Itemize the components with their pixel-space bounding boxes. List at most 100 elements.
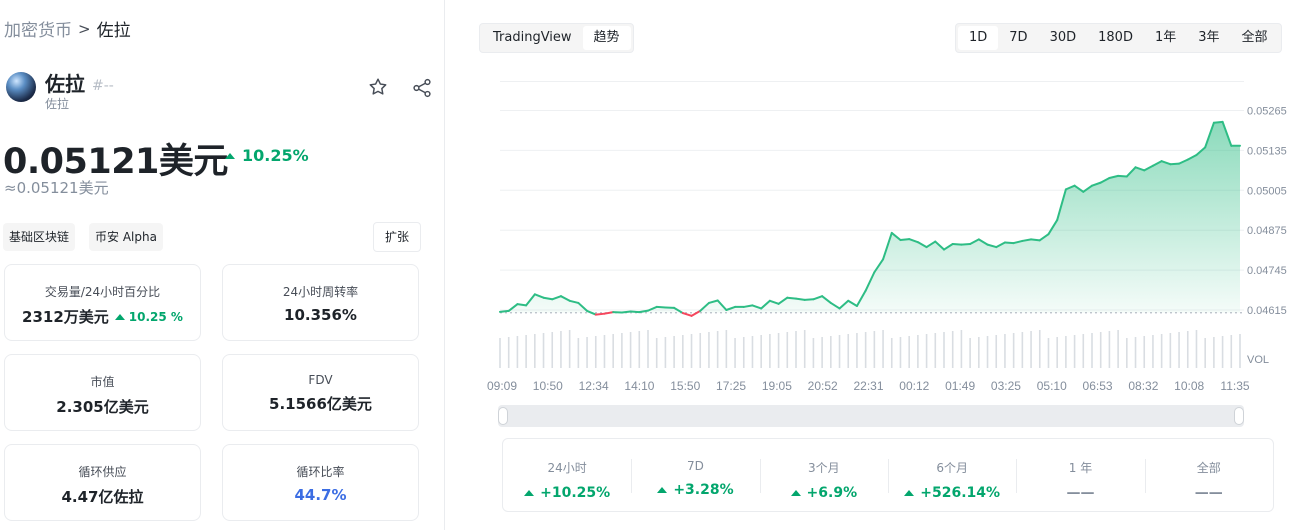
- volume-bar: [1186, 331, 1189, 368]
- volume-bar: [969, 338, 971, 368]
- volume-bar: [751, 336, 754, 368]
- price-line-segment: [1064, 184, 1076, 191]
- price-line-segment: [1125, 166, 1137, 178]
- x-tick-label: 06:53: [1083, 379, 1113, 393]
- volume-bar: [1195, 330, 1198, 368]
- price-change-value: 10.25%: [242, 146, 309, 165]
- volume-bar: [1126, 338, 1128, 368]
- range-1d[interactable]: 1D: [958, 26, 999, 50]
- volume-label: VOL: [1247, 354, 1269, 366]
- volume-bar: [1056, 337, 1058, 368]
- range-7d[interactable]: 7D: [1009, 30, 1028, 45]
- perf-value: +3.28%: [673, 482, 734, 498]
- perf-6m: 6个月 +526.14%: [887, 439, 1016, 511]
- volume-bar: [1030, 331, 1032, 368]
- volume-bar: [1204, 338, 1206, 368]
- stat-value: 4.47亿佐拉: [61, 488, 144, 506]
- expand-button[interactable]: 扩张: [373, 222, 421, 252]
- tab-tradingview[interactable]: TradingView: [493, 30, 572, 45]
- range-all[interactable]: 全部: [1241, 30, 1268, 45]
- price-line-segment: [525, 293, 536, 307]
- range-180d[interactable]: 180D: [1098, 30, 1133, 45]
- perf-value: ——: [1066, 485, 1095, 501]
- x-tick-label: 12:34: [579, 379, 609, 393]
- volume-bar: [986, 336, 989, 368]
- breadcrumb-parent[interactable]: 加密货币: [4, 21, 72, 41]
- coin-rank: #--: [92, 78, 114, 94]
- range-1y[interactable]: 1年: [1154, 30, 1177, 45]
- price-line-segment: [890, 231, 902, 242]
- up-arrow-icon: [904, 490, 915, 496]
- price-line-segment: [1186, 154, 1198, 161]
- range-3y[interactable]: 3年: [1198, 30, 1220, 45]
- price-line-segment: [681, 312, 693, 317]
- price-value: 0.05121美元: [3, 142, 228, 182]
- price-chart[interactable]: 0.05265 0.05135 0.05005 0.04875 0.04745 0.046…: [480, 60, 1310, 400]
- up-arrow-icon: [225, 152, 235, 159]
- price-line-segment: [1108, 174, 1120, 180]
- scroll-handle-right[interactable]: [1234, 407, 1244, 425]
- stat-value: 44.7%: [294, 486, 347, 504]
- range-tabs: 1D 7D 30D 180D 1年 3年 全部: [955, 23, 1282, 53]
- price-line-segment: [1056, 188, 1067, 222]
- price-line-segment: [995, 241, 1006, 249]
- perf-value: +526.14%: [920, 485, 1001, 501]
- perf-value: +10.25%: [540, 485, 611, 501]
- price-line-segment: [916, 241, 928, 249]
- x-tick-label: 17:25: [716, 379, 746, 393]
- star-icon[interactable]: [367, 76, 389, 98]
- price-line-segment: [1038, 233, 1050, 242]
- volume-bar: [1152, 335, 1154, 368]
- breadcrumb: 加密货币 > 佐拉: [4, 16, 131, 42]
- price-line-segment: [516, 303, 528, 307]
- tag-base-chain[interactable]: 基础区块链: [3, 223, 76, 251]
- volume-bar: [577, 338, 580, 368]
- volume-bar: [995, 335, 998, 368]
- price-line-segment: [795, 297, 806, 301]
- volume-bar: [708, 332, 710, 368]
- price-line-segment: [699, 301, 710, 312]
- range-30d[interactable]: 30D: [1049, 30, 1077, 45]
- price-line-segment: [594, 312, 606, 316]
- price-line-segment: [882, 231, 893, 261]
- price-line-segment: [1143, 164, 1154, 172]
- breadcrumb-current: 佐拉: [96, 21, 131, 41]
- volume-bar: [1047, 338, 1050, 368]
- price-line-segment: [803, 298, 815, 301]
- x-tick-label: 14:10: [624, 379, 654, 393]
- perf-label: 7D: [687, 459, 704, 473]
- tag-binance-alpha[interactable]: 币安 Alpha: [89, 223, 163, 251]
- volume-bar: [525, 335, 527, 368]
- volume-bar: [1038, 330, 1041, 368]
- tab-trend[interactable]: 趋势: [582, 26, 631, 50]
- stat-value: 5.1566亿美元: [269, 395, 372, 413]
- price-line-segment: [1021, 238, 1033, 242]
- price-line-segment: [542, 296, 554, 301]
- volume-bar: [812, 338, 815, 368]
- stat-circulating-supply-card: 循环供应 4.47亿佐拉: [4, 444, 201, 521]
- price-line-segment: [1134, 166, 1146, 172]
- price-line-segment: [1169, 162, 1181, 166]
- stat-label: 循环比率: [296, 465, 345, 479]
- up-arrow-icon: [657, 487, 668, 493]
- volume-bar: [951, 331, 954, 368]
- volume-bar: [760, 335, 762, 368]
- volume-bar: [586, 337, 588, 368]
- perf-7d: 7D +3.28%: [631, 439, 759, 511]
- volume-bar: [1143, 336, 1146, 368]
- volume-bar: [673, 336, 675, 368]
- volume-bar: [908, 336, 910, 368]
- stat-label: FDV: [308, 373, 333, 387]
- volume-bar: [821, 337, 823, 368]
- price-line-segment: [925, 240, 937, 249]
- volume-bar: [716, 331, 719, 368]
- scroll-handle-left[interactable]: [498, 407, 508, 425]
- share-icon[interactable]: [411, 77, 433, 99]
- price-line-segment: [559, 295, 571, 302]
- volume-bar: [516, 336, 519, 368]
- volume-bar: [612, 334, 614, 368]
- stat-label: 循环供应: [78, 465, 127, 479]
- price-line-segment: [864, 271, 876, 292]
- price-line-segment: [951, 243, 963, 246]
- chart-scrollbar[interactable]: [498, 405, 1244, 427]
